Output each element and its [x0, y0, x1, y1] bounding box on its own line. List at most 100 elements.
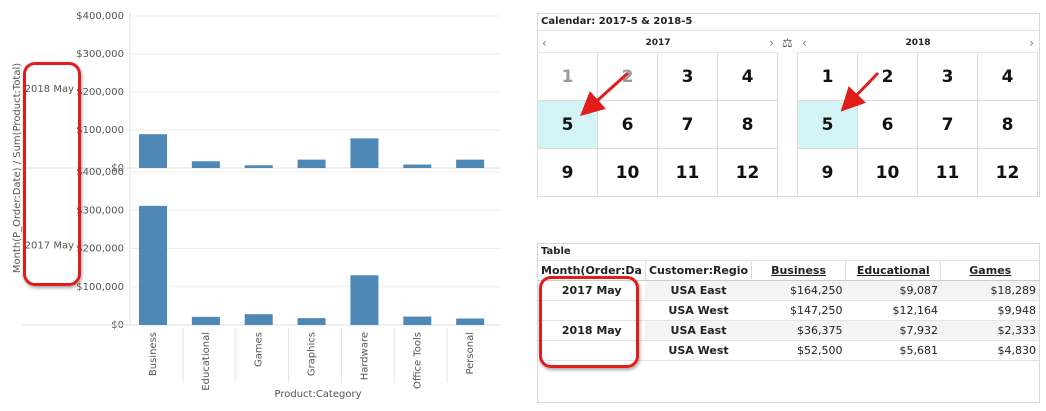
bar: [403, 164, 432, 168]
month-cell-2017-6[interactable]: 6: [597, 100, 658, 149]
annotation-chart-months: [23, 62, 81, 286]
month-cell-2018-5[interactable]: 5: [797, 100, 858, 149]
region-cell: USA East: [645, 320, 752, 341]
y-tick-label: $300,000: [76, 49, 124, 60]
month-grid-2018: 1 2 3 4 5 6 7 8 9 10 11 12: [797, 52, 1038, 197]
month-cell-2018-12[interactable]: 12: [977, 148, 1038, 197]
table-row: USA West $147,250 $12,164 $9,948: [538, 300, 1039, 321]
crosstab-table: Month(Order:Da Customer:Regio Business E…: [538, 261, 1039, 361]
bar: [350, 275, 379, 325]
bar: [297, 159, 326, 168]
x-axis-title: Product:Category: [274, 389, 361, 400]
scale-icon[interactable]: ⚖: [782, 36, 793, 50]
row-label: 2017 May: [25, 241, 74, 252]
bar: [456, 318, 485, 325]
x-tick-label: Office Tools: [412, 332, 423, 389]
calendar-2017: ‹ 2017 › 1 2 3 4 5 6 7 8 9 10 11 12: [537, 34, 778, 197]
month-cell-2018-6[interactable]: 6: [857, 100, 918, 149]
month-cell-2017-9[interactable]: 9: [537, 148, 598, 197]
educational-cell: $9,087: [845, 280, 941, 301]
bar: [139, 134, 167, 168]
month-cell-2018-10[interactable]: 10: [857, 148, 918, 197]
month-cell-2018-2[interactable]: 2: [857, 52, 918, 101]
games-cell: $9,948: [940, 300, 1039, 321]
bar: [244, 314, 273, 325]
y-tick-label: $200,000: [76, 87, 124, 98]
business-cell: $164,250: [751, 280, 846, 301]
table-header-row: Month(Order:Da Customer:Regio Business E…: [538, 261, 1039, 281]
business-cell: $36,375: [751, 320, 846, 341]
calendar-header-2017: ‹ 2017 ›: [538, 34, 778, 53]
y-tick-label: $300,000: [76, 205, 124, 216]
y-tick-label: $400,000: [76, 11, 124, 22]
month-cell-2017-7[interactable]: 7: [657, 100, 718, 149]
prev-year-icon[interactable]: ‹: [802, 36, 807, 50]
month-cell-2018-11[interactable]: 11: [917, 148, 978, 197]
month-cell-2017-8[interactable]: 8: [717, 100, 778, 149]
region-cell: USA West: [645, 300, 752, 321]
y-tick-label: $200,000: [76, 244, 124, 255]
month-cell-2018-4[interactable]: 4: [977, 52, 1038, 101]
bar: [191, 316, 220, 325]
table-row: USA West $52,500 $5,681 $4,830: [538, 340, 1039, 361]
month-cell-2017-5[interactable]: 5: [537, 100, 598, 149]
month-cell-2018-3[interactable]: 3: [917, 52, 978, 101]
month-grid-2017: 1 2 3 4 5 6 7 8 9 10 11 12: [537, 52, 778, 197]
table-body: 2017 May USA East $164,250 $9,087 $18,289 USA…: [538, 280, 1039, 361]
calendar-year-2018: 2018: [905, 38, 931, 48]
month-cell-2018-8[interactable]: 8: [977, 100, 1038, 149]
month-cell-2017-1: 1: [537, 52, 598, 101]
x-tick-label: Personal: [465, 332, 476, 375]
month-cell: [538, 340, 646, 361]
table-row: 2018 May USA East $36,375 $7,932 $2,333: [538, 320, 1039, 341]
annotation-table-months: [539, 276, 639, 368]
month-cell: [538, 300, 646, 321]
educational-cell: $12,164: [845, 300, 941, 321]
header-business[interactable]: Business: [751, 261, 847, 281]
bar: [244, 165, 273, 168]
header-region[interactable]: Customer:Regio: [645, 261, 753, 281]
bar: [297, 318, 326, 325]
business-cell: $147,250: [751, 300, 846, 321]
bar: [139, 205, 167, 325]
educational-cell: $5,681: [845, 340, 941, 361]
month-cell-2017-11[interactable]: 11: [657, 148, 718, 197]
calendar-year-2017: 2017: [645, 38, 671, 48]
educational-cell: $7,932: [845, 320, 941, 341]
month-cell-2017-12[interactable]: 12: [717, 148, 778, 197]
y-tick-label: $100,000: [76, 125, 124, 136]
table-title: Table: [538, 244, 1039, 261]
bar: [191, 161, 220, 168]
calendar-header-2018: ‹ 2018 ›: [798, 34, 1038, 53]
y-tick-label: $100,000: [76, 282, 124, 293]
row-label: 2018 May: [25, 84, 74, 95]
month-cell: 2018 May: [538, 320, 646, 341]
x-tick-label: Hardware: [359, 332, 370, 380]
month-cell-2018-7[interactable]: 7: [917, 100, 978, 149]
games-cell: $4,830: [940, 340, 1039, 361]
x-tick-label: Games: [254, 332, 265, 367]
bar: [403, 316, 432, 325]
month-cell-2018-1[interactable]: 1: [797, 52, 858, 101]
x-tick-label: Graphics: [307, 332, 318, 376]
month-cell-2017-3[interactable]: 3: [657, 52, 718, 101]
header-games[interactable]: Games: [940, 261, 1039, 281]
next-year-icon[interactable]: ›: [1029, 36, 1034, 50]
prev-year-icon[interactable]: ‹: [542, 36, 547, 50]
month-cell-2018-9[interactable]: 9: [797, 148, 858, 197]
month-cell-2017-4[interactable]: 4: [717, 52, 778, 101]
calendar-2018: ‹ 2018 › 1 2 3 4 5 6 7 8 9 10 11 12: [797, 34, 1038, 197]
header-month[interactable]: Month(Order:Da: [538, 261, 646, 281]
month-cell-2017-10[interactable]: 10: [597, 148, 658, 197]
next-year-icon[interactable]: ›: [769, 36, 774, 50]
y-tick-label: $400,000: [76, 167, 124, 178]
region-cell: USA East: [645, 280, 752, 301]
month-cell: 2017 May: [538, 280, 646, 301]
region-cell: USA West: [645, 340, 752, 361]
business-cell: $52,500: [751, 340, 846, 361]
month-cell-2017-2: 2: [597, 52, 658, 101]
header-educational[interactable]: Educational: [845, 261, 942, 281]
games-cell: $2,333: [940, 320, 1039, 341]
